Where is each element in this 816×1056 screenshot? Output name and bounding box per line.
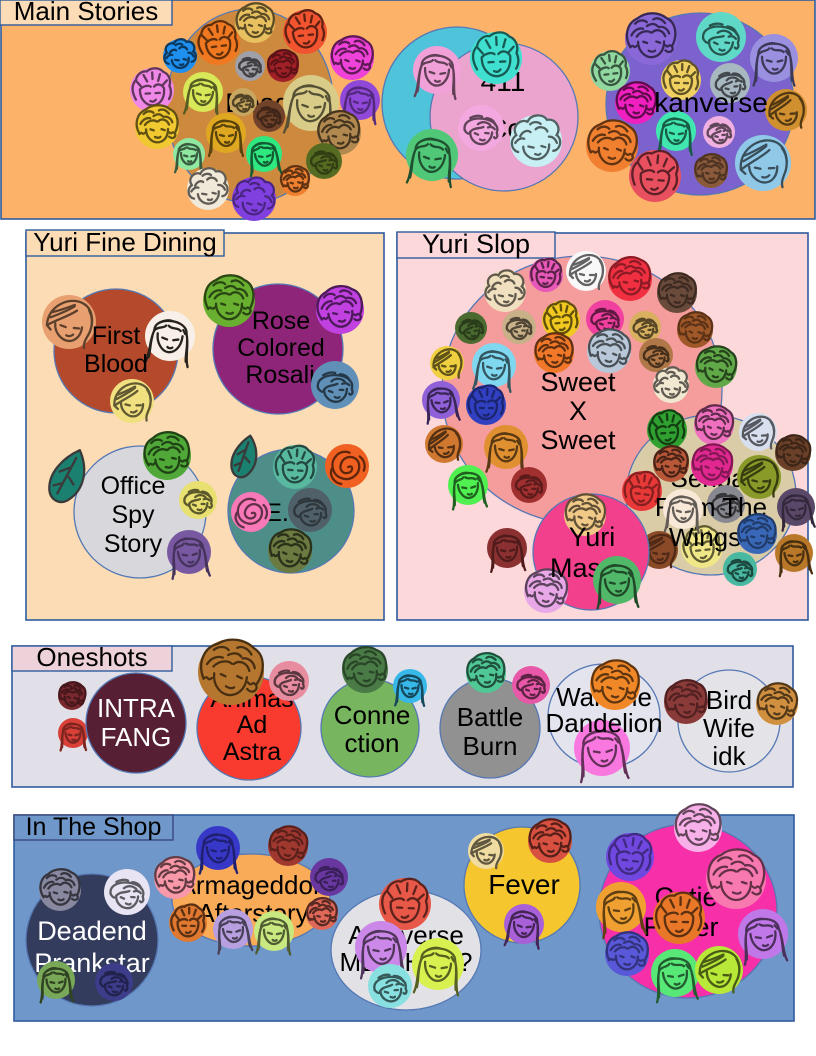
svg-text:Yuri: Yuri (569, 522, 616, 552)
svg-text:Armageddon: Armageddon (179, 870, 328, 900)
svg-text:Battle: Battle (457, 702, 524, 732)
svg-text:Blood: Blood (84, 350, 148, 378)
svg-text:In The Shop: In The Shop (26, 813, 162, 841)
svg-text:Wife: Wife (703, 713, 755, 743)
svg-text:Oneshots: Oneshots (36, 642, 147, 672)
svg-text:Astra: Astra (223, 738, 281, 766)
svg-text:Rose: Rose (252, 307, 310, 335)
svg-text:kanverse: kanverse (654, 87, 768, 118)
svg-text:Story: Story (104, 530, 163, 558)
svg-text:Spy: Spy (111, 501, 155, 529)
svg-text:idk: idk (712, 741, 746, 771)
svg-text:Fever: Fever (488, 869, 560, 900)
svg-text:Office: Office (101, 472, 166, 500)
svg-text:Ad: Ad (237, 711, 268, 739)
svg-text:Bird: Bird (706, 685, 752, 715)
svg-text:Main Stories: Main Stories (14, 0, 159, 26)
svg-text:Burn: Burn (463, 731, 518, 761)
svg-text:Yuri Fine Dining: Yuri Fine Dining (33, 227, 217, 257)
svg-text:First: First (92, 322, 141, 350)
svg-text:Colored: Colored (237, 334, 325, 362)
svg-text:Dandelion: Dandelion (545, 708, 662, 738)
svg-text:FANG: FANG (101, 722, 172, 752)
svg-text:Sweet: Sweet (540, 425, 616, 455)
svg-text:Deadend: Deadend (37, 916, 147, 946)
svg-text:Yuri Slop: Yuri Slop (422, 229, 530, 259)
svg-text:ction: ction (345, 728, 400, 758)
svg-text:Conne: Conne (334, 700, 411, 730)
svg-text:X: X (569, 396, 587, 426)
svg-text:INTRA: INTRA (97, 693, 176, 723)
svg-text:Sweet: Sweet (540, 367, 616, 397)
